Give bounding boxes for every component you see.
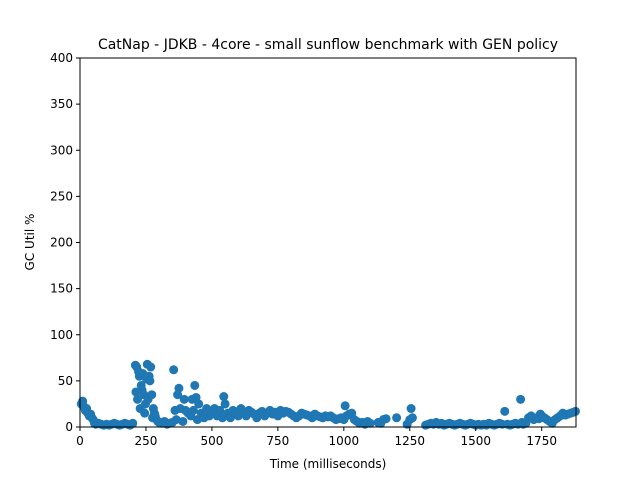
data-point (190, 380, 200, 390)
y-tick-label: 50 (58, 374, 73, 388)
data-point (140, 408, 150, 418)
data-point (146, 362, 156, 372)
data-point (340, 401, 350, 411)
x-tick-label: 500 (200, 434, 223, 448)
data-point (500, 406, 510, 416)
data-point (215, 405, 225, 415)
x-tick-label: 0 (76, 434, 84, 448)
data-point (133, 394, 143, 404)
x-tick-label: 1000 (329, 434, 360, 448)
y-tick-label: 200 (50, 236, 73, 250)
data-point (169, 365, 179, 375)
chart-title: CatNap - JDKB - 4core - small sunflow be… (98, 37, 558, 53)
data-point (178, 416, 188, 426)
x-tick-label: 1500 (460, 434, 491, 448)
data-point (147, 390, 157, 400)
data-point (179, 394, 189, 404)
data-point (128, 418, 138, 428)
y-tick-label: 350 (50, 97, 73, 111)
y-tick-label: 400 (50, 51, 73, 65)
data-point (406, 404, 416, 414)
x-tick-label: 1250 (395, 434, 426, 448)
y-tick-label: 300 (50, 143, 73, 157)
y-axis-ticks: 0 50 100 150 200 250 300 350 400 (50, 51, 80, 434)
data-point (220, 399, 230, 409)
y-tick-label: 150 (50, 282, 73, 296)
y-axis-title: GC Util % (23, 214, 37, 271)
y-tick-label: 100 (50, 328, 73, 342)
data-point (570, 406, 580, 416)
data-point (145, 376, 155, 386)
data-point (174, 383, 184, 393)
data-point (365, 418, 375, 428)
y-tick-label: 0 (65, 420, 73, 434)
data-point (392, 413, 402, 423)
x-tick-label: 1750 (526, 434, 557, 448)
data-point (188, 405, 198, 415)
data-point (381, 414, 391, 424)
x-tick-label: 250 (135, 434, 158, 448)
data-point (516, 394, 526, 404)
plot-frame (79, 57, 577, 428)
x-tick-label: 750 (266, 434, 289, 448)
y-tick-label: 250 (50, 189, 73, 203)
data-point (219, 392, 229, 402)
data-point (407, 413, 417, 423)
data-point (194, 399, 204, 409)
x-axis-title: Time (milliseconds) (269, 457, 387, 471)
x-axis-ticks: 0 250 500 750 1000 1250 1500 1750 (76, 427, 557, 448)
